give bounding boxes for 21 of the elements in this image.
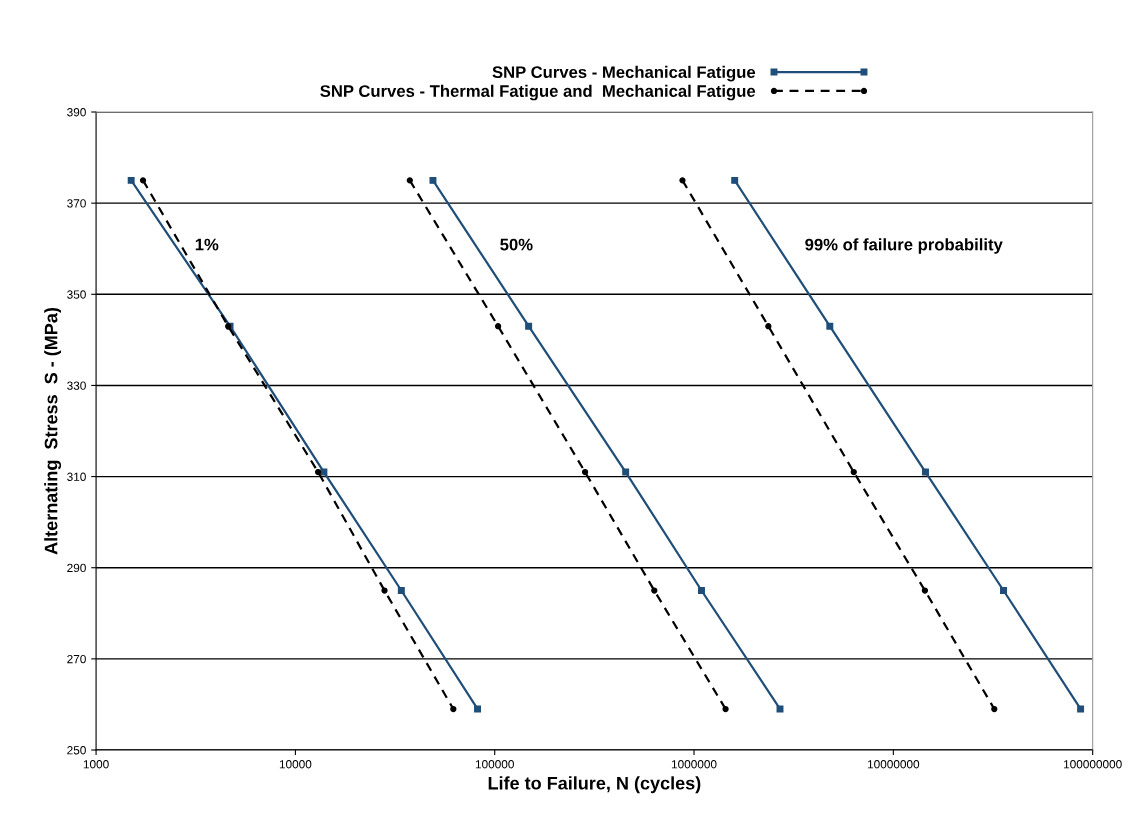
x-tick-label: 100000 [475,760,514,769]
y-tick-label: 250 [67,746,86,755]
annotation: 1% [195,238,219,251]
x-tick-label: 10000000 [867,760,920,769]
x-axis-title: Life to Failure, N (cycles) [488,776,701,794]
y-tick-label: 310 [67,472,86,481]
y-tick-label: 370 [67,199,86,208]
legend-label: SNP Curves - Thermal Fatigue and Mechanical Fatigue [320,84,756,101]
x-tick-label: 1000 [83,760,109,769]
y-tick-label: 290 [67,563,86,573]
y-tick-label: 330 [67,381,86,390]
annotation: 99% of failure probability [805,238,1003,254]
x-tick-label: 1000000 [671,760,717,769]
x-tick-label: 10000 [279,760,312,769]
y-axis-title: Alternating Stress S - (MPa) [44,308,62,555]
annotation: 50% [500,238,533,251]
y-tick-label: 350 [67,290,86,299]
legend-label: SNP Curves - Mechanical Fatigue [492,65,756,82]
y-tick-label: 390 [67,108,86,117]
y-tick-label: 270 [67,654,86,664]
x-tick-label: 100000000 [1064,760,1122,769]
